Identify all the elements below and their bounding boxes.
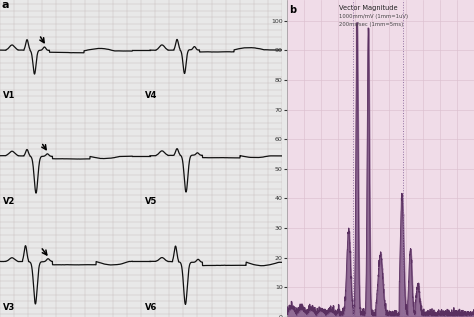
Text: V3: V3 xyxy=(3,303,15,312)
Text: V1: V1 xyxy=(3,91,15,100)
Text: Vector Magnitude: Vector Magnitude xyxy=(339,5,398,11)
Text: 1000mm/mV (1mm=1uV): 1000mm/mV (1mm=1uV) xyxy=(339,14,408,19)
Text: 200ms/sec (1mm=5ms): 200ms/sec (1mm=5ms) xyxy=(339,22,403,27)
Text: V6: V6 xyxy=(145,303,158,312)
Text: V4: V4 xyxy=(145,91,158,100)
Text: b: b xyxy=(289,5,296,15)
Text: V2: V2 xyxy=(3,197,15,206)
Text: a: a xyxy=(1,0,9,10)
Text: V5: V5 xyxy=(145,197,158,206)
